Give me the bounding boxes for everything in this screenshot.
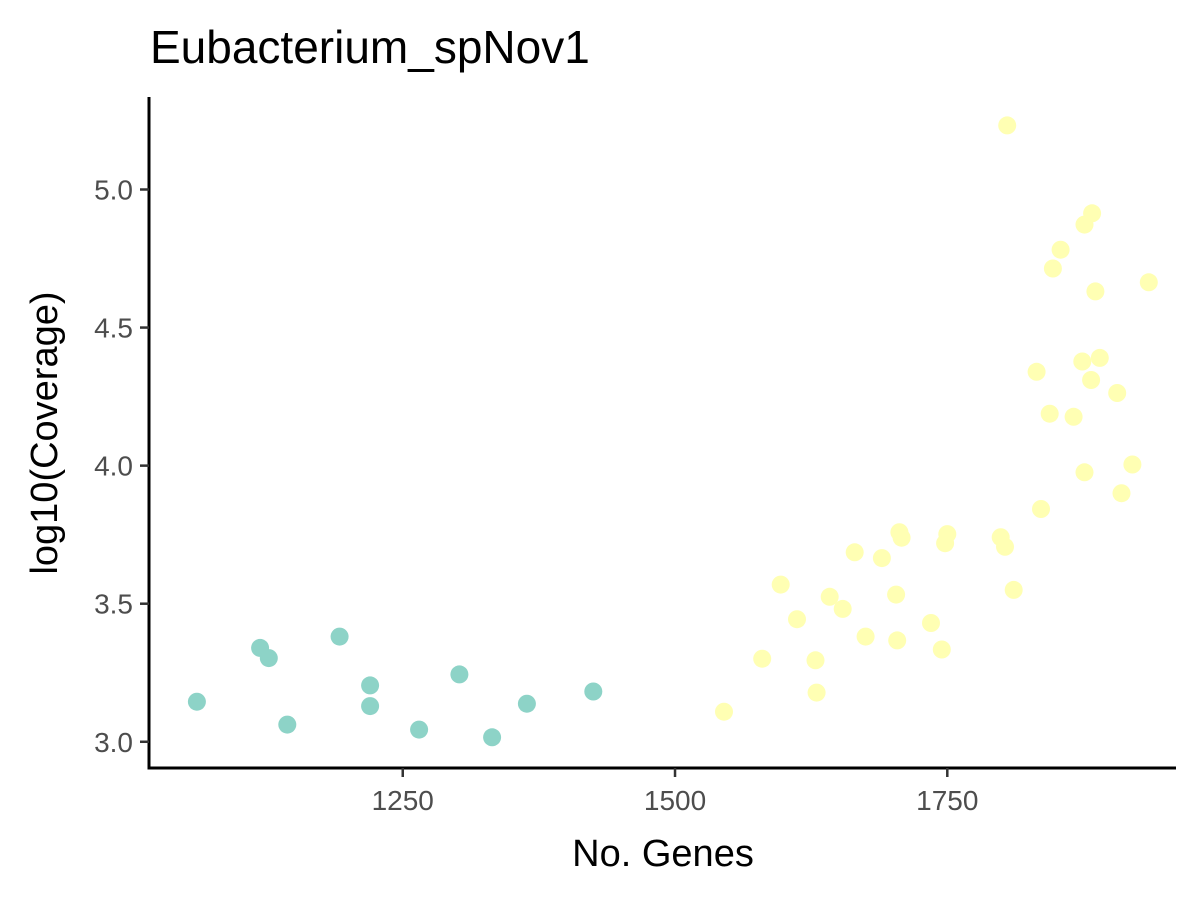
data-point-s0-3: [278, 715, 297, 734]
y-tick-label: 4.5: [94, 313, 133, 344]
data-point-s1-12: [888, 631, 907, 650]
y-tick-label: 4.0: [94, 451, 133, 482]
data-point-s1-38: [1123, 455, 1142, 474]
data-point-s1-1: [753, 649, 772, 668]
data-point-s1-3: [788, 610, 806, 629]
data-point-s1-27: [1051, 240, 1070, 259]
data-point-s1-35: [1090, 348, 1109, 367]
y-tick-label: 5.0: [94, 175, 133, 206]
data-point-s0-5: [361, 676, 380, 695]
x-axis-ticks: 1250 1500 1750: [372, 768, 978, 816]
data-point-s1-30: [1075, 463, 1094, 482]
data-point-s1-39: [1139, 273, 1158, 292]
data-point-s1-20: [996, 537, 1014, 556]
data-point-s0-9: [483, 728, 502, 747]
points-layer: [187, 116, 1158, 747]
data-point-s1-11: [887, 585, 906, 604]
y-axis-ticks: 3.0 3.5 4.0 4.5 5.0: [94, 175, 149, 758]
x-tick-label: 1250: [372, 785, 434, 816]
data-point-s1-23: [1027, 362, 1046, 381]
data-point-s1-36: [1108, 384, 1127, 402]
data-point-s1-33: [1083, 204, 1102, 223]
data-point-s1-29: [1073, 352, 1092, 371]
data-point-s1-18: [938, 525, 957, 544]
data-point-s0-11: [584, 682, 603, 701]
y-tick-label: 3.5: [94, 589, 133, 620]
x-tick-label: 1500: [644, 785, 706, 816]
data-point-s0-8: [450, 665, 469, 684]
data-point-s0-0: [187, 692, 206, 711]
x-tick-label: 1750: [916, 785, 978, 816]
data-point-s1-6: [820, 587, 839, 606]
data-point-s1-34: [1086, 282, 1105, 301]
data-point-s1-8: [845, 543, 864, 562]
data-point-s1-9: [856, 627, 875, 646]
y-tick-label: 3.0: [94, 727, 133, 758]
y-axis-label: log10(Coverage): [24, 291, 66, 574]
data-point-s0-6: [361, 697, 380, 716]
data-point-s1-10: [872, 549, 891, 568]
data-point-s1-37: [1112, 484, 1131, 503]
data-point-s1-15: [922, 614, 940, 632]
data-point-s1-26: [1043, 259, 1062, 278]
data-point-s1-14: [892, 528, 911, 547]
data-point-s0-10: [517, 694, 536, 713]
data-point-s0-7: [410, 720, 429, 739]
data-point-s1-16: [932, 640, 951, 659]
data-point-s1-2: [771, 575, 790, 594]
data-point-s1-21: [998, 116, 1017, 135]
data-point-s1-28: [1064, 407, 1083, 426]
data-point-s1-7: [833, 599, 852, 618]
data-point-s1-4: [806, 651, 825, 670]
data-point-s1-22: [1004, 580, 1023, 599]
x-axis-label: No. Genes: [572, 833, 754, 875]
data-point-s1-25: [1040, 404, 1059, 423]
data-point-s0-2: [259, 649, 278, 668]
data-point-s1-32: [1082, 371, 1101, 389]
chart-title: Eubacterium_spNov1: [150, 21, 590, 73]
data-point-s0-4: [330, 627, 349, 646]
data-point-s1-24: [1032, 500, 1050, 518]
data-point-s1-5: [807, 683, 826, 702]
data-point-s1-0: [715, 702, 733, 721]
